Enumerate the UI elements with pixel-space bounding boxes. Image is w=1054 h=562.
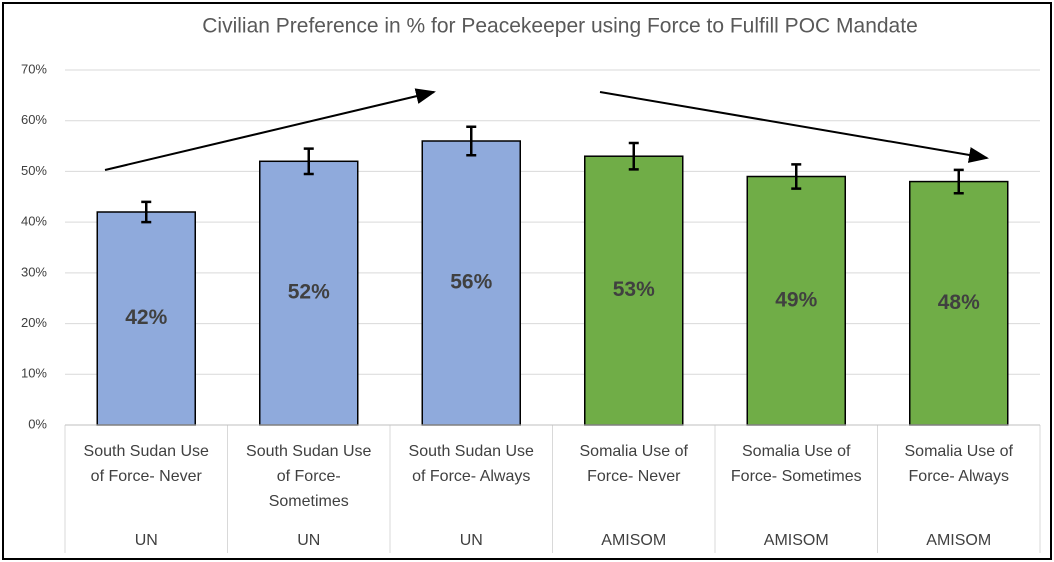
x-tick-label: Somalia Use of Force- Never [579,443,689,485]
error-bar [953,168,964,195]
y-tick-label: 40% [21,214,47,229]
error-bar [791,163,802,190]
y-tick-label: 60% [21,112,47,127]
y-tick-label: 30% [21,264,47,279]
bar [96,211,196,426]
value-label: 42% [125,306,167,329]
trend-arrow [599,91,989,163]
value-label: 49% [775,288,817,311]
x-tick-label: Somalia Use of Force- Sometimes [730,443,862,485]
bar [746,175,846,426]
x-tick-label: South Sudan Use of Force- Never [83,443,209,485]
group-label: AMISOM [601,532,667,549]
bar [421,140,521,426]
chart-title: Civilian Preference in % for Peacekeeper… [202,15,918,38]
group-label: AMISOM [926,532,992,549]
error-bar [466,125,477,157]
y-tick-label: 10% [21,366,47,381]
bar [259,160,359,426]
x-tick-label: Somalia Use of Force- Always [904,443,1014,485]
bar [584,155,684,426]
group-label: UN [459,532,483,549]
value-label: 48% [938,291,980,314]
y-tick-label: 20% [21,315,47,330]
y-tick-label: 70% [21,61,47,76]
y-tick-label: 0% [28,416,47,431]
x-tick-label: South Sudan Use of Force- Sometimes [246,443,372,510]
y-tick-label: 50% [21,163,47,178]
group-label: UN [134,532,158,549]
value-label: 56% [450,271,492,294]
trend-arrow [104,88,436,171]
x-tick-label: South Sudan Use of Force- Always [408,443,534,485]
group-label: UN [297,532,321,549]
error-bar [628,141,639,171]
value-label: 52% [288,281,330,304]
error-bar [141,200,152,224]
group-label: AMISOM [763,532,829,549]
error-bar [303,147,314,176]
value-label: 53% [613,278,655,301]
